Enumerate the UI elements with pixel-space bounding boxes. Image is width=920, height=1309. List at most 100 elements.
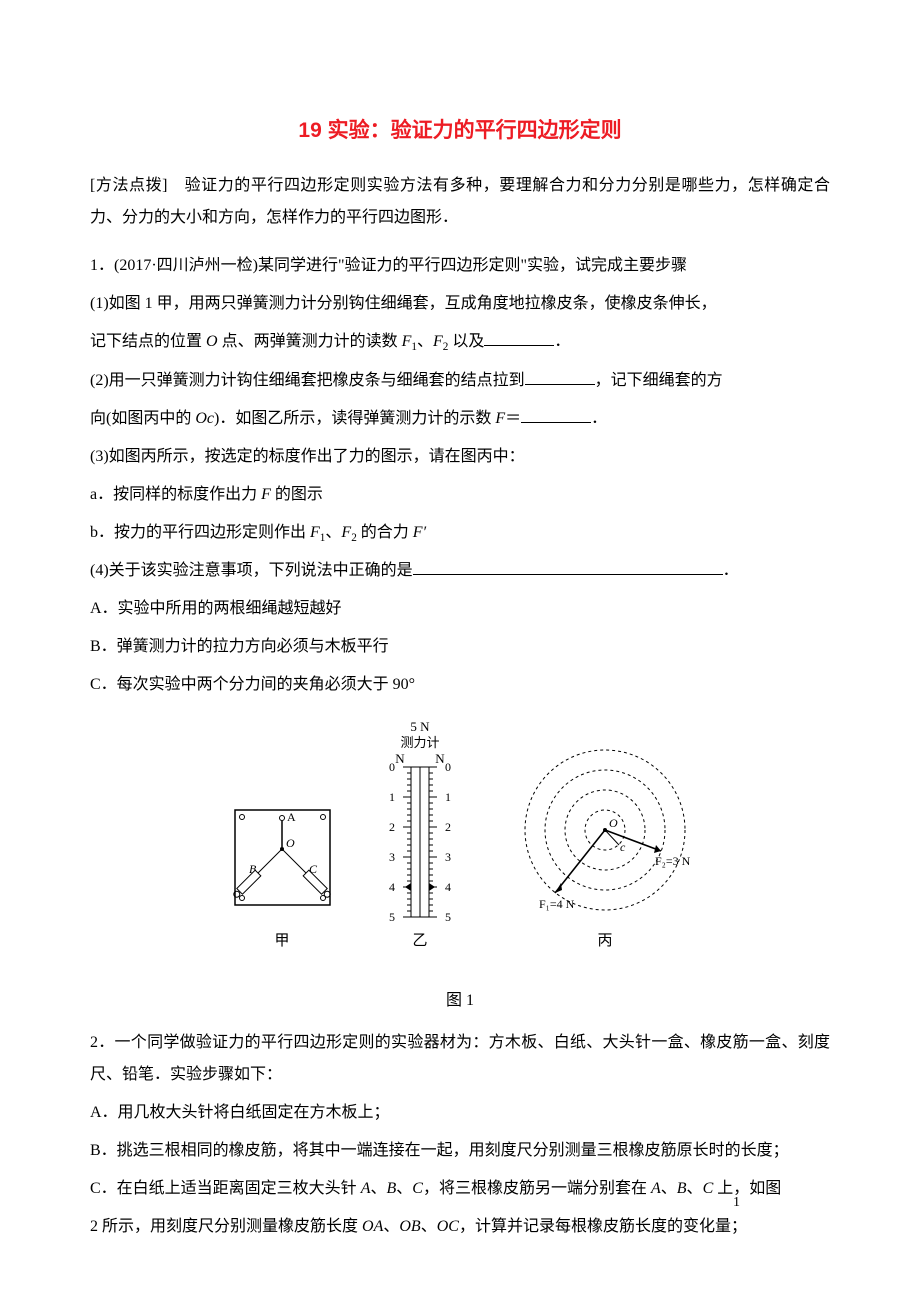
sep: 、 xyxy=(383,1218,399,1235)
svg-text:c: c xyxy=(620,840,626,854)
var-OC: OC xyxy=(437,1218,459,1235)
svg-text:甲: 甲 xyxy=(274,933,289,949)
q2-C-line1: C．在白纸上适当距离固定三枚大头针 A、B、C，将三根橡皮筋另一端分别套在 A、… xyxy=(90,1173,830,1205)
text: ． xyxy=(723,562,739,579)
q2-B: B．挑选三根相同的橡皮筋，将其中一端连接在一起，用刻度尺分别测量三根橡皮筋原长时… xyxy=(90,1135,830,1167)
q1-optC: C．每次实验中两个分力间的夹角必须大于 90° xyxy=(90,669,830,701)
text: )．如图乙所示，读得弹簧测力计的示数 xyxy=(214,410,495,427)
q1-step4: (4)关于该实验注意事项，下列说法中正确的是 ． xyxy=(90,555,830,587)
text: b．按力的平行四边形定则作出 xyxy=(90,524,310,541)
var-B: B xyxy=(386,1180,396,1197)
q1-step1-line1: (1)如图 1 甲，用两只弹簧测力计分别钩住细绳套，互成角度地拉橡皮条，使橡皮条… xyxy=(90,288,830,320)
text: 的合力 xyxy=(357,524,413,541)
q1-optA: A．实验中所用的两根细绳越短越好 xyxy=(90,593,830,625)
panel-bing: O F₁=4 N F₂=3 N c xyxy=(525,750,691,911)
svg-text:1: 1 xyxy=(389,790,395,804)
fill-blank[interactable] xyxy=(521,404,591,423)
text: a．按同样的标度作出力 xyxy=(90,486,261,503)
q1-step3a: a．按同样的标度作出力 F 的图示 xyxy=(90,479,830,511)
var-OA: OA xyxy=(362,1218,383,1235)
fill-blank[interactable] xyxy=(525,366,595,385)
svg-text:A: A xyxy=(287,810,296,824)
q1-step3b: b．按力的平行四边形定则作出 F1、F2 的合力 F′ xyxy=(90,517,830,550)
text: ，计算并记录每根橡皮筋长度的变化量； xyxy=(459,1218,747,1235)
var-F2: F xyxy=(433,333,443,350)
text: C．在白纸上适当距离固定三枚大头针 xyxy=(90,1180,361,1197)
text: 点、两弹簧测力计的读数 xyxy=(218,333,402,350)
svg-text:4: 4 xyxy=(445,880,451,894)
svg-text:5: 5 xyxy=(445,910,451,924)
svg-text:N: N xyxy=(435,751,445,766)
fill-blank[interactable] xyxy=(413,557,723,576)
text: ，记下细绳套的方 xyxy=(595,372,723,389)
sep: 、 xyxy=(325,524,341,541)
svg-text:4: 4 xyxy=(389,880,395,894)
sep: 、 xyxy=(421,1218,437,1235)
svg-text:2: 2 xyxy=(389,820,395,834)
q1-step1-line2: 记下结点的位置 O 点、两弹簧测力计的读数 F1、F2 以及． xyxy=(90,326,830,359)
q2-A: A．用几枚大头针将白纸固定在方木板上； xyxy=(90,1097,830,1129)
figure-caption: 图 1 xyxy=(90,985,830,1017)
svg-text:F₁=4 N: F₁=4 N xyxy=(539,897,575,911)
var-F1: F xyxy=(402,333,412,350)
svg-text:1: 1 xyxy=(445,790,451,804)
svg-text:2: 2 xyxy=(445,820,451,834)
svg-text:N: N xyxy=(395,751,405,766)
text: (4)关于该实验注意事项，下列说法中正确的是 xyxy=(90,562,413,579)
svg-text:测力计: 测力计 xyxy=(400,735,439,750)
svg-text:5: 5 xyxy=(389,910,395,924)
text: 以及 xyxy=(448,333,484,350)
sep: 、 xyxy=(687,1180,703,1197)
var-F: F xyxy=(495,410,505,427)
text: ． xyxy=(554,333,570,350)
svg-text:乙: 乙 xyxy=(412,933,427,949)
var-OB: OB xyxy=(399,1218,420,1235)
var-A: A xyxy=(651,1180,661,1197)
svg-text:0: 0 xyxy=(445,760,451,774)
text: (2)用一只弹簧测力计钩住细绳套把橡皮条与细绳套的结点拉到 xyxy=(90,372,525,389)
text: 的图示 xyxy=(271,486,323,503)
svg-text:O: O xyxy=(286,836,295,850)
figure-svg: A O B C 5 N 测力计 N N xyxy=(225,715,695,965)
var-C: C xyxy=(412,1180,423,1197)
sep: 、 xyxy=(417,333,433,350)
page-number: 1 xyxy=(733,1189,740,1217)
panel-jia: A O B C xyxy=(232,810,332,905)
svg-text:0: 0 xyxy=(389,760,395,774)
q2-lead: 2．一个同学做验证力的平行四边形定则的实验器材为：方木板、白纸、大头针一盒、橡皮… xyxy=(90,1027,830,1091)
svg-text:3: 3 xyxy=(445,850,451,864)
q1-lead: 1．(2017·四川泸州一检)某同学进行"验证力的平行四边形定则"实验，试完成主… xyxy=(90,250,830,282)
var-B: B xyxy=(677,1180,687,1197)
svg-text:O: O xyxy=(609,816,618,830)
svg-text:5 N: 5 N xyxy=(410,719,430,734)
q2-C-line2: 2 所示，用刻度尺分别测量橡皮筋长度 OA、OB、OC，计算并记录每根橡皮筋长度… xyxy=(90,1211,830,1243)
text: 2 所示，用刻度尺分别测量橡皮筋长度 xyxy=(90,1218,362,1235)
sep: 、 xyxy=(661,1180,677,1197)
var-Fprime: F′ xyxy=(413,524,426,541)
text: ． xyxy=(591,410,607,427)
text: 向(如图丙中的 xyxy=(90,410,195,427)
fill-blank[interactable] xyxy=(484,327,554,346)
intro-paragraph: [方法点拨] 验证力的平行四边形定则实验方法有多种，要理解合力和分力分别是哪些力… xyxy=(90,170,830,234)
text: ，将三根橡皮筋另一端分别套在 xyxy=(423,1180,651,1197)
text: 上，如图 xyxy=(713,1180,781,1197)
text: 记下结点的位置 xyxy=(90,333,206,350)
var-F2: F xyxy=(341,524,351,541)
q1-step2-line2: 向(如图丙中的 Oc)．如图乙所示，读得弹簧测力计的示数 F＝ ． xyxy=(90,403,830,435)
page-title: 19 实验：验证力的平行四边形定则 xyxy=(90,110,830,152)
q1-step2-line1: (2)用一只弹簧测力计钩住细绳套把橡皮条与细绳套的结点拉到 ，记下细绳套的方 xyxy=(90,365,830,397)
var-C: C xyxy=(703,1180,714,1197)
eq: ＝ xyxy=(505,410,521,427)
var-O: O xyxy=(206,333,218,350)
sep: 、 xyxy=(396,1180,412,1197)
figure-1: A O B C 5 N 测力计 N N xyxy=(90,715,830,977)
var-F: F xyxy=(261,486,271,503)
var-Oc: Oc xyxy=(195,410,214,427)
svg-text:3: 3 xyxy=(389,850,395,864)
panel-yi: 5 N 测力计 N N 0 0 1 1 2 2 3 3 4 4 5 5 xyxy=(389,719,451,924)
svg-text:F₂=3 N: F₂=3 N xyxy=(655,854,691,868)
q1-step3: (3)如图丙所示，按选定的标度作出了力的图示，请在图丙中： xyxy=(90,441,830,473)
var-F1: F xyxy=(310,524,320,541)
svg-text:丙: 丙 xyxy=(597,933,612,949)
sep: 、 xyxy=(370,1180,386,1197)
